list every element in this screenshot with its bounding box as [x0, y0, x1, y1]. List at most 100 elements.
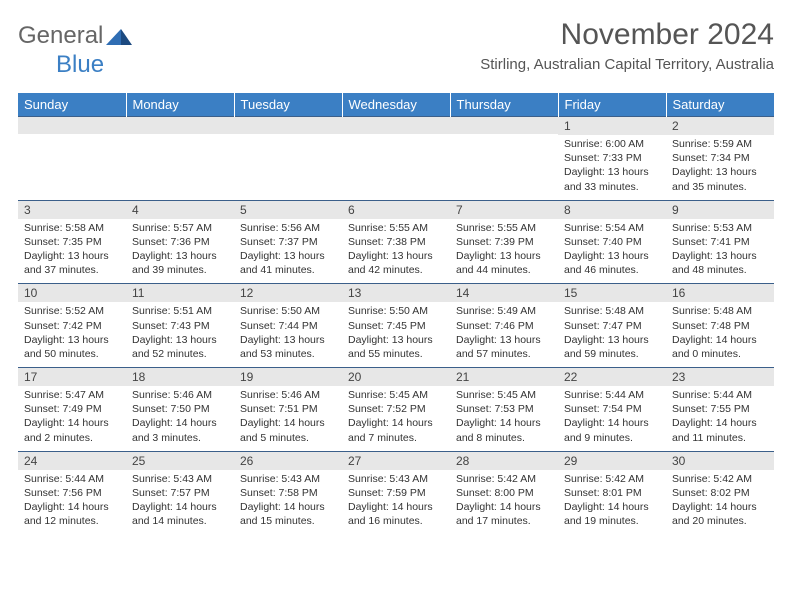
sunset-text: Sunset: 7:53 PM — [456, 402, 552, 416]
calendar-cell: 2Sunrise: 5:59 AMSunset: 7:34 PMDaylight… — [666, 117, 774, 201]
calendar-cell: 9Sunrise: 5:53 AMSunset: 7:41 PMDaylight… — [666, 200, 774, 284]
sunset-text: Sunset: 7:52 PM — [348, 402, 444, 416]
sunset-text: Sunset: 7:54 PM — [564, 402, 660, 416]
calendar-cell: 13Sunrise: 5:50 AMSunset: 7:45 PMDayligh… — [342, 284, 450, 368]
sunset-text: Sunset: 7:51 PM — [240, 402, 336, 416]
sunset-text: Sunset: 7:48 PM — [672, 319, 768, 333]
day-body — [234, 134, 342, 194]
day-body: Sunrise: 5:43 AMSunset: 7:59 PMDaylight:… — [342, 470, 450, 535]
day-body: Sunrise: 5:46 AMSunset: 7:51 PMDaylight:… — [234, 386, 342, 451]
day-body: Sunrise: 5:43 AMSunset: 7:58 PMDaylight:… — [234, 470, 342, 535]
calendar-cell — [234, 117, 342, 201]
daylight-text: Daylight: 13 hours and 57 minutes. — [456, 333, 552, 361]
day-number: 24 — [18, 452, 126, 470]
sunset-text: Sunset: 7:46 PM — [456, 319, 552, 333]
day-body: Sunrise: 5:42 AMSunset: 8:02 PMDaylight:… — [666, 470, 774, 535]
weekday-header: Monday — [126, 93, 234, 117]
month-title: November 2024 — [480, 18, 774, 52]
calendar-header-row: Sunday Monday Tuesday Wednesday Thursday… — [18, 93, 774, 117]
daylight-text: Daylight: 14 hours and 0 minutes. — [672, 333, 768, 361]
day-body: Sunrise: 5:56 AMSunset: 7:37 PMDaylight:… — [234, 219, 342, 284]
day-body: Sunrise: 5:57 AMSunset: 7:36 PMDaylight:… — [126, 219, 234, 284]
day-body: Sunrise: 5:53 AMSunset: 7:41 PMDaylight:… — [666, 219, 774, 284]
day-number: 14 — [450, 284, 558, 302]
calendar-cell: 11Sunrise: 5:51 AMSunset: 7:43 PMDayligh… — [126, 284, 234, 368]
sunset-text: Sunset: 8:00 PM — [456, 486, 552, 500]
calendar-cell: 6Sunrise: 5:55 AMSunset: 7:38 PMDaylight… — [342, 200, 450, 284]
day-number: 10 — [18, 284, 126, 302]
sunset-text: Sunset: 7:40 PM — [564, 235, 660, 249]
sunset-text: Sunset: 8:01 PM — [564, 486, 660, 500]
calendar-cell: 5Sunrise: 5:56 AMSunset: 7:37 PMDaylight… — [234, 200, 342, 284]
day-body: Sunrise: 5:45 AMSunset: 7:52 PMDaylight:… — [342, 386, 450, 451]
day-number: 3 — [18, 201, 126, 219]
sunset-text: Sunset: 7:57 PM — [132, 486, 228, 500]
sunset-text: Sunset: 7:38 PM — [348, 235, 444, 249]
day-body: Sunrise: 5:52 AMSunset: 7:42 PMDaylight:… — [18, 302, 126, 367]
calendar-body: 1Sunrise: 6:00 AMSunset: 7:33 PMDaylight… — [18, 117, 774, 535]
daylight-text: Daylight: 14 hours and 20 minutes. — [672, 500, 768, 528]
logo-text-general: General — [18, 22, 103, 50]
calendar-cell: 30Sunrise: 5:42 AMSunset: 8:02 PMDayligh… — [666, 451, 774, 534]
sunrise-text: Sunrise: 5:59 AM — [672, 137, 768, 151]
sunset-text: Sunset: 7:33 PM — [564, 151, 660, 165]
day-body: Sunrise: 5:54 AMSunset: 7:40 PMDaylight:… — [558, 219, 666, 284]
calendar-cell: 21Sunrise: 5:45 AMSunset: 7:53 PMDayligh… — [450, 368, 558, 452]
sunrise-text: Sunrise: 6:00 AM — [564, 137, 660, 151]
title-block: November 2024 Stirling, Australian Capit… — [480, 18, 774, 73]
day-body: Sunrise: 5:48 AMSunset: 7:48 PMDaylight:… — [666, 302, 774, 367]
calendar-cell — [450, 117, 558, 201]
day-body: Sunrise: 5:50 AMSunset: 7:45 PMDaylight:… — [342, 302, 450, 367]
daylight-text: Daylight: 13 hours and 44 minutes. — [456, 249, 552, 277]
daylight-text: Daylight: 13 hours and 55 minutes. — [348, 333, 444, 361]
day-number: 1 — [558, 117, 666, 135]
sunrise-text: Sunrise: 5:44 AM — [672, 388, 768, 402]
day-number — [18, 117, 126, 134]
daylight-text: Daylight: 13 hours and 50 minutes. — [24, 333, 120, 361]
day-number: 9 — [666, 201, 774, 219]
sunrise-text: Sunrise: 5:45 AM — [348, 388, 444, 402]
daylight-text: Daylight: 13 hours and 33 minutes. — [564, 165, 660, 193]
day-body: Sunrise: 5:44 AMSunset: 7:54 PMDaylight:… — [558, 386, 666, 451]
daylight-text: Daylight: 14 hours and 19 minutes. — [564, 500, 660, 528]
calendar-cell: 16Sunrise: 5:48 AMSunset: 7:48 PMDayligh… — [666, 284, 774, 368]
sunrise-text: Sunrise: 5:55 AM — [348, 221, 444, 235]
day-number: 26 — [234, 452, 342, 470]
daylight-text: Daylight: 14 hours and 7 minutes. — [348, 416, 444, 444]
day-number: 8 — [558, 201, 666, 219]
day-body — [450, 134, 558, 194]
calendar-cell: 27Sunrise: 5:43 AMSunset: 7:59 PMDayligh… — [342, 451, 450, 534]
day-number: 11 — [126, 284, 234, 302]
sunrise-text: Sunrise: 5:57 AM — [132, 221, 228, 235]
daylight-text: Daylight: 14 hours and 15 minutes. — [240, 500, 336, 528]
day-number: 23 — [666, 368, 774, 386]
day-number — [126, 117, 234, 134]
calendar-cell: 23Sunrise: 5:44 AMSunset: 7:55 PMDayligh… — [666, 368, 774, 452]
day-body: Sunrise: 5:47 AMSunset: 7:49 PMDaylight:… — [18, 386, 126, 451]
calendar-cell: 24Sunrise: 5:44 AMSunset: 7:56 PMDayligh… — [18, 451, 126, 534]
calendar-cell: 14Sunrise: 5:49 AMSunset: 7:46 PMDayligh… — [450, 284, 558, 368]
weekday-header: Thursday — [450, 93, 558, 117]
calendar-cell: 19Sunrise: 5:46 AMSunset: 7:51 PMDayligh… — [234, 368, 342, 452]
weekday-header: Sunday — [18, 93, 126, 117]
logo: General — [18, 22, 134, 50]
weekday-header: Tuesday — [234, 93, 342, 117]
calendar-cell: 3Sunrise: 5:58 AMSunset: 7:35 PMDaylight… — [18, 200, 126, 284]
calendar-cell: 29Sunrise: 5:42 AMSunset: 8:01 PMDayligh… — [558, 451, 666, 534]
weekday-header: Friday — [558, 93, 666, 117]
day-number: 4 — [126, 201, 234, 219]
day-body: Sunrise: 5:50 AMSunset: 7:44 PMDaylight:… — [234, 302, 342, 367]
day-number: 17 — [18, 368, 126, 386]
daylight-text: Daylight: 13 hours and 52 minutes. — [132, 333, 228, 361]
sunrise-text: Sunrise: 5:43 AM — [240, 472, 336, 486]
daylight-text: Daylight: 13 hours and 48 minutes. — [672, 249, 768, 277]
day-number: 2 — [666, 117, 774, 135]
calendar-cell: 8Sunrise: 5:54 AMSunset: 7:40 PMDaylight… — [558, 200, 666, 284]
sunset-text: Sunset: 7:50 PM — [132, 402, 228, 416]
day-body: Sunrise: 5:55 AMSunset: 7:39 PMDaylight:… — [450, 219, 558, 284]
day-body: Sunrise: 5:42 AMSunset: 8:01 PMDaylight:… — [558, 470, 666, 535]
daylight-text: Daylight: 14 hours and 16 minutes. — [348, 500, 444, 528]
day-body: Sunrise: 5:44 AMSunset: 7:55 PMDaylight:… — [666, 386, 774, 451]
day-number: 6 — [342, 201, 450, 219]
sunset-text: Sunset: 7:35 PM — [24, 235, 120, 249]
